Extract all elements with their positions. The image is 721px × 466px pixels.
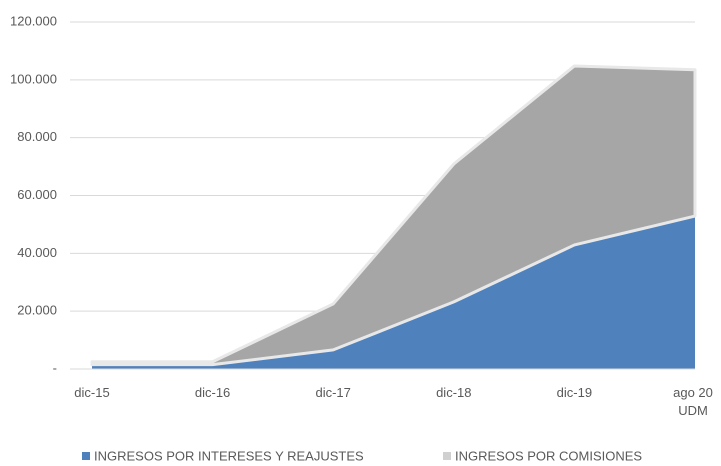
- legend-label: INGRESOS POR INTERESES Y REAJUSTES: [94, 448, 364, 463]
- y-tick-label: 120.000: [10, 13, 57, 28]
- legend-swatch: [82, 452, 90, 460]
- x-tick-label: dic-15: [74, 385, 110, 400]
- y-tick-label: 100.000: [10, 71, 57, 86]
- legend-swatch: [443, 452, 451, 460]
- y-tick-label: -: [53, 360, 57, 375]
- y-tick-label: 40.000: [17, 245, 57, 260]
- x-tick-label: dic-18: [436, 385, 472, 400]
- area: [90, 64, 697, 367]
- y-tick-label: 60.000: [17, 187, 57, 202]
- x-tick-label: dic-17: [315, 385, 351, 400]
- x-tick-label: ago 20 UDM: [673, 385, 713, 418]
- x-tick-label: dic-19: [556, 385, 593, 400]
- legend-label: INGRESOS POR COMISIONES: [455, 448, 642, 463]
- y-tick-label: 80.000: [17, 129, 57, 144]
- area: [92, 216, 695, 369]
- x-tick-label: dic-16: [194, 385, 231, 400]
- y-tick-label: 20.000: [17, 303, 57, 318]
